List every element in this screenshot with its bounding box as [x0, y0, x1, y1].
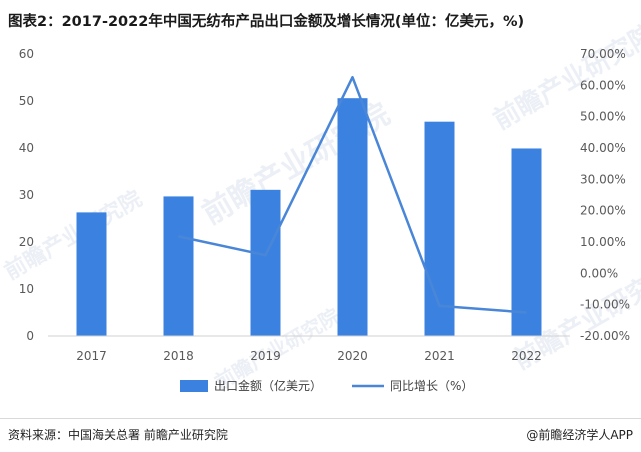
- y-right-tick-label: 0.00%: [580, 266, 618, 280]
- brand-credit: @前瞻经济学人APP: [526, 428, 633, 442]
- legend-bar-label: 出口金额（亿美元）: [214, 378, 322, 393]
- growth-line: [178, 75, 527, 314]
- x-tick-label: 2019: [250, 349, 281, 363]
- bar: [163, 196, 194, 336]
- x-tick-label: 2022: [511, 349, 542, 363]
- bar-series: [76, 98, 542, 337]
- y-right-tick-label: 60.00%: [580, 78, 626, 92]
- legend: 出口金额（亿美元） 同比增长（%）: [180, 378, 473, 393]
- y-left-tick-label: 30: [19, 188, 34, 202]
- y-left-tick-label: 20: [19, 235, 34, 249]
- legend-line-label: 同比增长（%）: [390, 379, 473, 393]
- y-right-tick-label: 30.00%: [580, 172, 626, 186]
- bar: [250, 189, 281, 336]
- line-series: [178, 75, 527, 314]
- y-right-tick-label: -10.00%: [580, 298, 630, 312]
- y-left-tick-label: 50: [19, 94, 34, 108]
- legend-bar-swatch: [180, 380, 208, 392]
- y-right-tick-label: 50.00%: [580, 110, 626, 124]
- y-left-tick-label: 40: [19, 141, 34, 155]
- y-right-tick-label: 10.00%: [580, 235, 626, 249]
- y-right-tick-label: 40.00%: [580, 141, 626, 155]
- y-left-tick-label: 0: [26, 329, 34, 343]
- x-tick-label: 2018: [163, 349, 194, 363]
- bar: [76, 212, 107, 336]
- source-note: 资料来源：中国海关总署 前瞻产业研究院: [8, 428, 228, 442]
- x-tick-label: 2020: [337, 349, 368, 363]
- bar: [511, 148, 542, 336]
- y-right-tick-label: 70.00%: [580, 47, 626, 61]
- bar: [424, 121, 455, 337]
- x-tick-label: 2021: [424, 349, 455, 363]
- y-right-tick-label: -20.00%: [580, 329, 630, 343]
- chart-title: 图表2：2017-2022年中国无纺布产品出口金额及增长情况(单位：亿美元，%): [8, 14, 525, 30]
- footer-divider: [0, 418, 641, 419]
- x-tick-label: 2017: [76, 349, 107, 363]
- axes: 0 10 20 30 40 50 60 -20.00% -10.00% 0.00% 10.00% 20…: [19, 47, 630, 363]
- y-right-tick-label: 20.00%: [580, 204, 626, 218]
- y-left-tick-label: 60: [19, 47, 34, 61]
- y-left-tick-label: 10: [19, 282, 34, 296]
- bar: [337, 98, 368, 337]
